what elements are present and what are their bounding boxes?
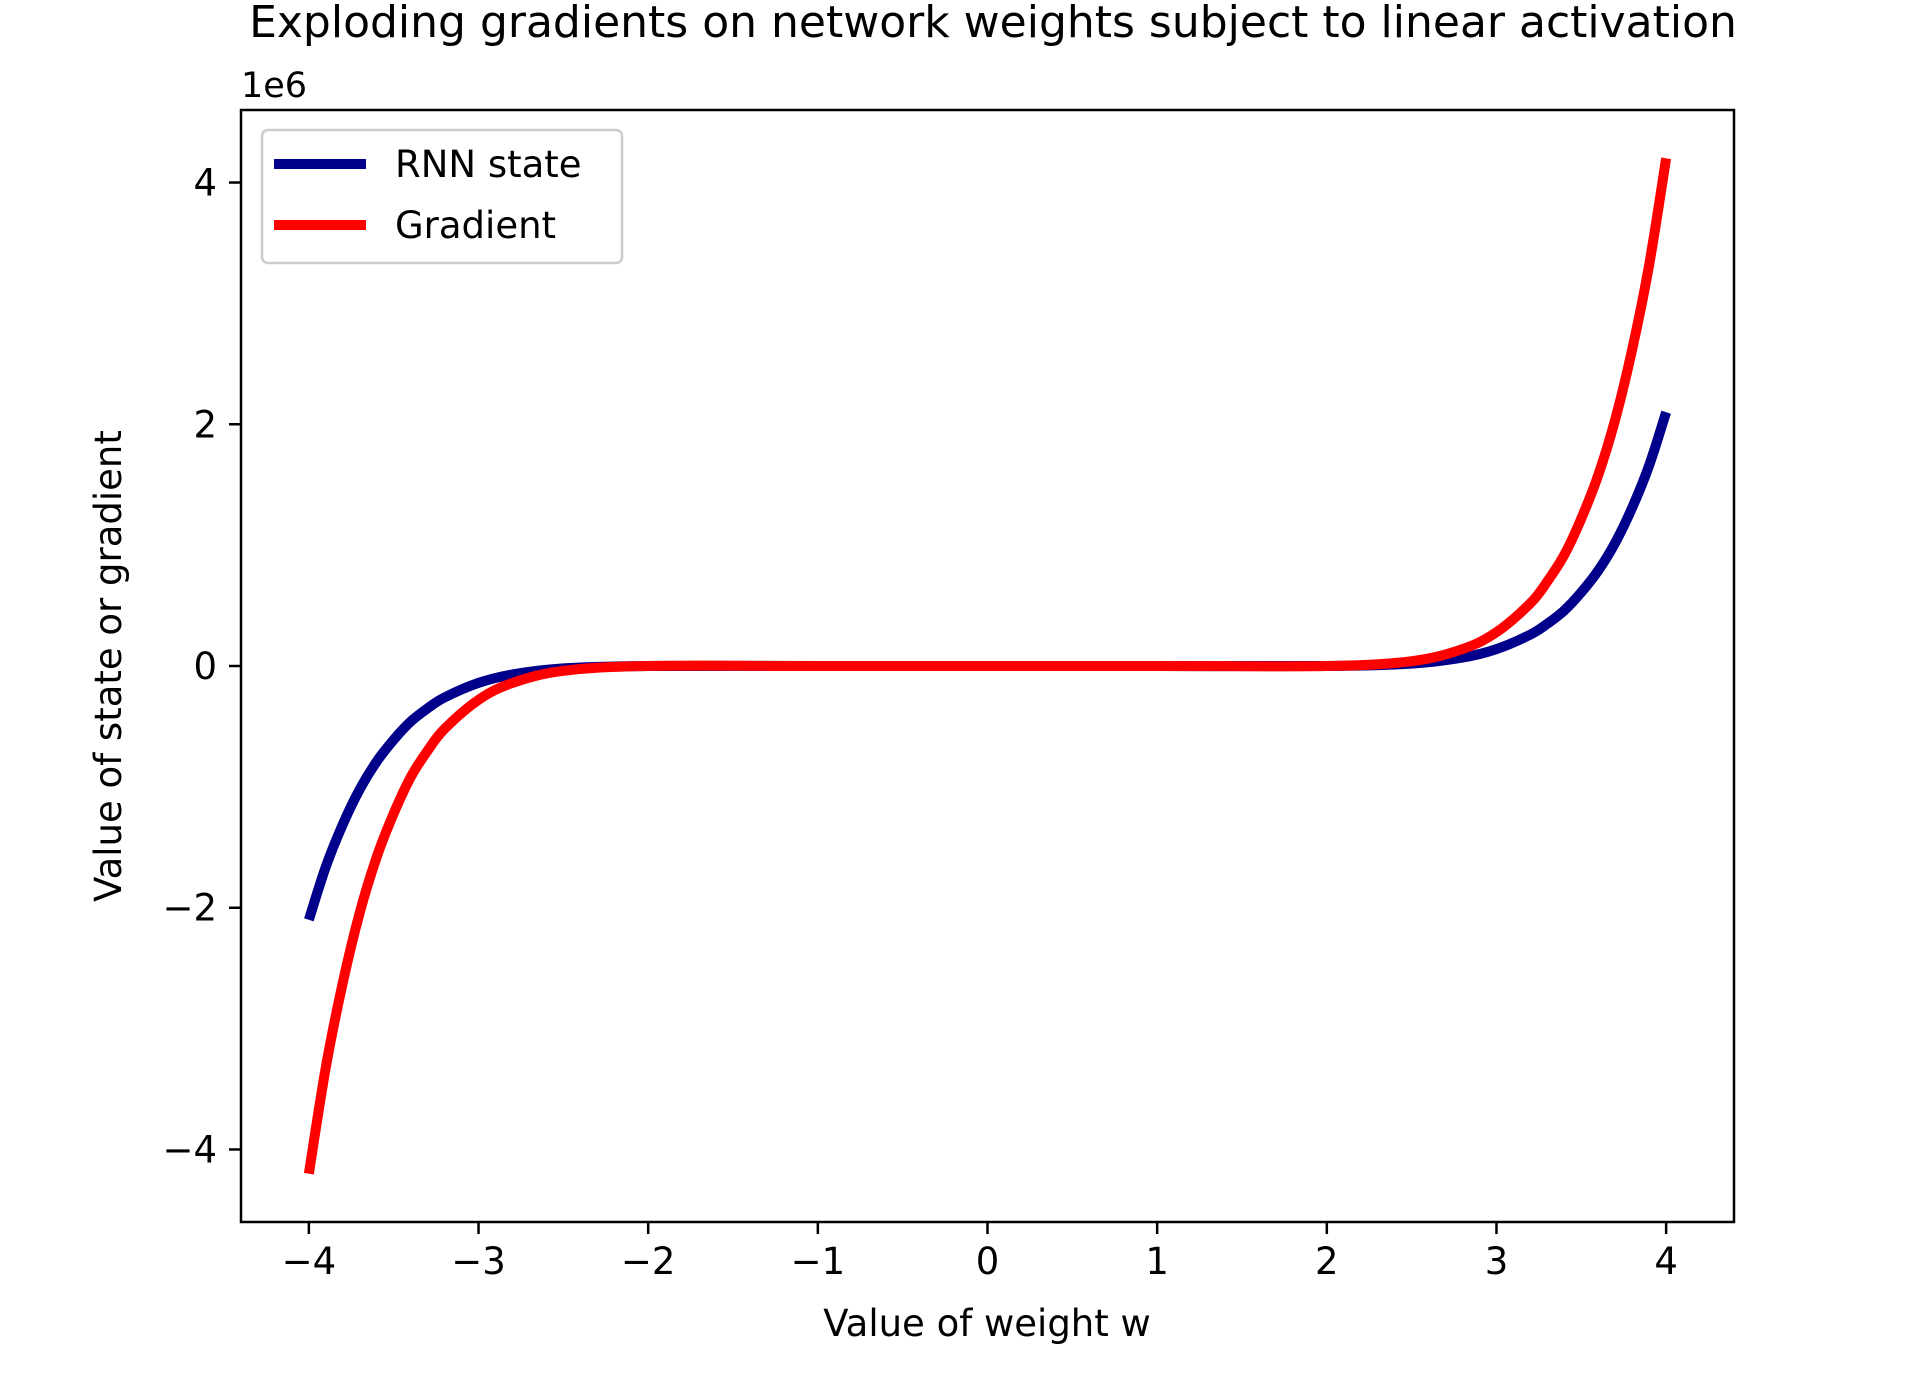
x-tick-label: 3 xyxy=(1485,1240,1509,1283)
legend: RNN state Gradient xyxy=(260,128,624,265)
y-tick-label: −4 xyxy=(162,1128,217,1171)
y-tick-label: 2 xyxy=(193,403,217,446)
x-tick-label: 2 xyxy=(1315,1240,1339,1283)
legend-label-rnn-state: RNN state xyxy=(395,143,582,186)
chart-title: Exploding gradients on network weights s… xyxy=(249,0,1737,48)
x-tick-label: −1 xyxy=(791,1240,846,1283)
x-tick-label: −2 xyxy=(621,1240,676,1283)
series-line-gradient xyxy=(303,157,1672,1175)
legend-label-gradient: Gradient xyxy=(395,204,556,247)
plot-frame xyxy=(239,108,1736,1224)
y-offset-label: 1e6 xyxy=(241,66,307,106)
x-tick-label: −3 xyxy=(451,1240,506,1283)
x-axis-ticks: −4 −3 −2 −1 0 1 2 3 4 xyxy=(282,1222,1678,1283)
y-axis-label: Value of state or gradient xyxy=(87,430,130,902)
y-tick-label: −2 xyxy=(162,887,217,930)
x-tick-label: −4 xyxy=(282,1240,337,1283)
series-lines xyxy=(303,157,1672,1175)
x-axis-label: Value of weight w xyxy=(823,1302,1151,1345)
x-tick-label: 4 xyxy=(1654,1240,1678,1283)
y-tick-label: 0 xyxy=(193,645,217,688)
x-tick-label: 0 xyxy=(976,1240,1000,1283)
y-tick-label: 4 xyxy=(193,162,217,205)
x-tick-label: 1 xyxy=(1145,1240,1169,1283)
y-axis-ticks: −4 −2 0 2 4 xyxy=(162,162,241,1171)
